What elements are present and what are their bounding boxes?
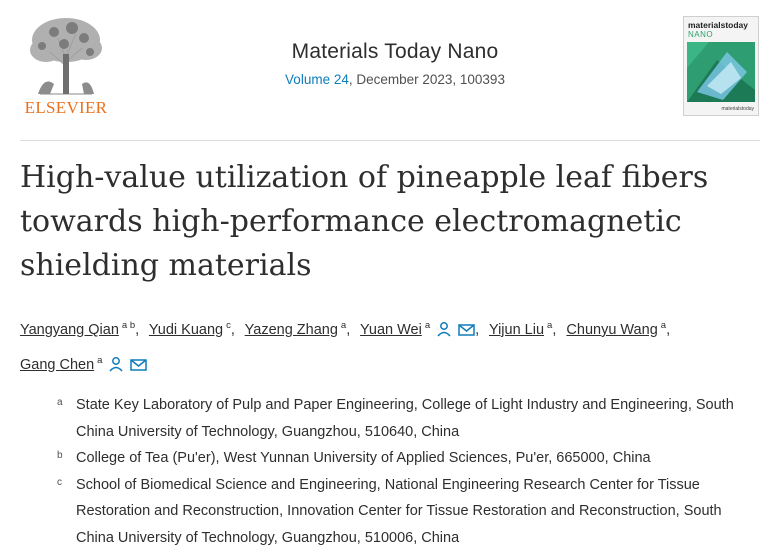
envelope-icon[interactable]: [458, 319, 475, 347]
issue-info: Volume 24, December 2023, 100393: [200, 72, 590, 87]
affiliation-label: a: [57, 397, 63, 408]
author-item: Yuan Wei a,: [360, 320, 485, 338]
affiliation-text: State Key Laboratory of Pulp and Paper E…: [76, 397, 734, 440]
affiliation-list: a State Key Laboratory of Pulp and Paper …: [0, 392, 779, 551]
volume-link[interactable]: Volume 24: [285, 72, 349, 87]
author-affiliation-sup: a: [660, 320, 667, 331]
author-affiliation-sup: a: [97, 354, 103, 366]
journal-title[interactable]: Materials Today Nano: [291, 40, 499, 63]
author-affiliation-sup: a: [547, 320, 553, 331]
affiliation-item: b College of Tea (Pu'er), West Yunnan Uni…: [0, 445, 736, 472]
author-separator: ,: [230, 321, 235, 338]
journal-cover[interactable]: materialstoday NANO materialstoday: [683, 16, 759, 116]
author-name-link[interactable]: Yudi Kuang: [148, 321, 224, 338]
author-name-link[interactable]: Chunyu Wang: [566, 321, 658, 338]
author-name-link[interactable]: Gang Chen: [20, 356, 95, 373]
author-separator: ,: [552, 321, 557, 338]
cover-brand: materialstoday: [688, 20, 748, 30]
author-affiliation-sup: a: [424, 320, 431, 331]
author-separator: ,: [135, 321, 140, 338]
author-separator: ,: [666, 321, 671, 338]
person-icon[interactable]: [108, 354, 124, 382]
article-header: ELSEVIER Materials Today Nano Volume 24,…: [0, 0, 779, 140]
affiliation-text: College of Tea (Pu'er), West Yunnan Univ…: [76, 450, 651, 466]
author-list: Yangyang Qian a b, Yudi Kuang c, Yazeng Zh…: [20, 312, 760, 382]
author-item: Gang Chen a: [20, 354, 148, 373]
cover-footer: materialstoday: [721, 106, 754, 112]
elsevier-tree-icon: [30, 18, 102, 95]
affiliation-label: b: [57, 450, 63, 461]
journal-info: Materials Today Nano Volume 24, December…: [200, 40, 590, 87]
author-item: Yudi Kuang c,: [148, 320, 241, 338]
person-icon[interactable]: [436, 319, 452, 347]
author-name-link[interactable]: Yangyang Qian: [20, 321, 119, 338]
author-affiliation-sup: a: [340, 320, 347, 331]
affiliation-item: c School of Biomedical Science and Engine…: [0, 472, 736, 552]
author-name-link[interactable]: Yijun Liu: [488, 321, 545, 338]
affiliation-item: a State Key Laboratory of Pulp and Paper …: [0, 392, 736, 445]
author-separator: ,: [475, 321, 480, 338]
affiliation-label: c: [57, 476, 62, 488]
elsevier-logo[interactable]: ELSEVIER: [20, 14, 112, 120]
cover-art-image: [687, 42, 755, 102]
author-affiliation-sup: a b: [121, 320, 136, 331]
author-affiliation-sup: c: [226, 320, 231, 331]
author-item: Yangyang Qian a b,: [20, 320, 145, 338]
publisher-name: ELSEVIER: [24, 98, 108, 117]
author-name-link[interactable]: Yazeng Zhang: [244, 321, 338, 338]
cover-sub: NANO: [688, 30, 714, 39]
envelope-icon[interactable]: [130, 354, 148, 382]
issue-details: , December 2023, 100393: [348, 72, 505, 87]
author-item: Yazeng Zhang a,: [244, 320, 357, 338]
article-title: High-value utilization of pineapple leaf…: [20, 160, 709, 283]
author-separator: ,: [346, 321, 351, 338]
author-item: Chunyu Wang a,: [566, 320, 676, 338]
author-item: Yijun Liu a,: [488, 320, 562, 338]
affiliation-text: School of Biomedical Science and Enginee…: [76, 476, 722, 546]
header-divider: [20, 140, 760, 141]
author-name-link[interactable]: Yuan Wei: [360, 321, 422, 338]
